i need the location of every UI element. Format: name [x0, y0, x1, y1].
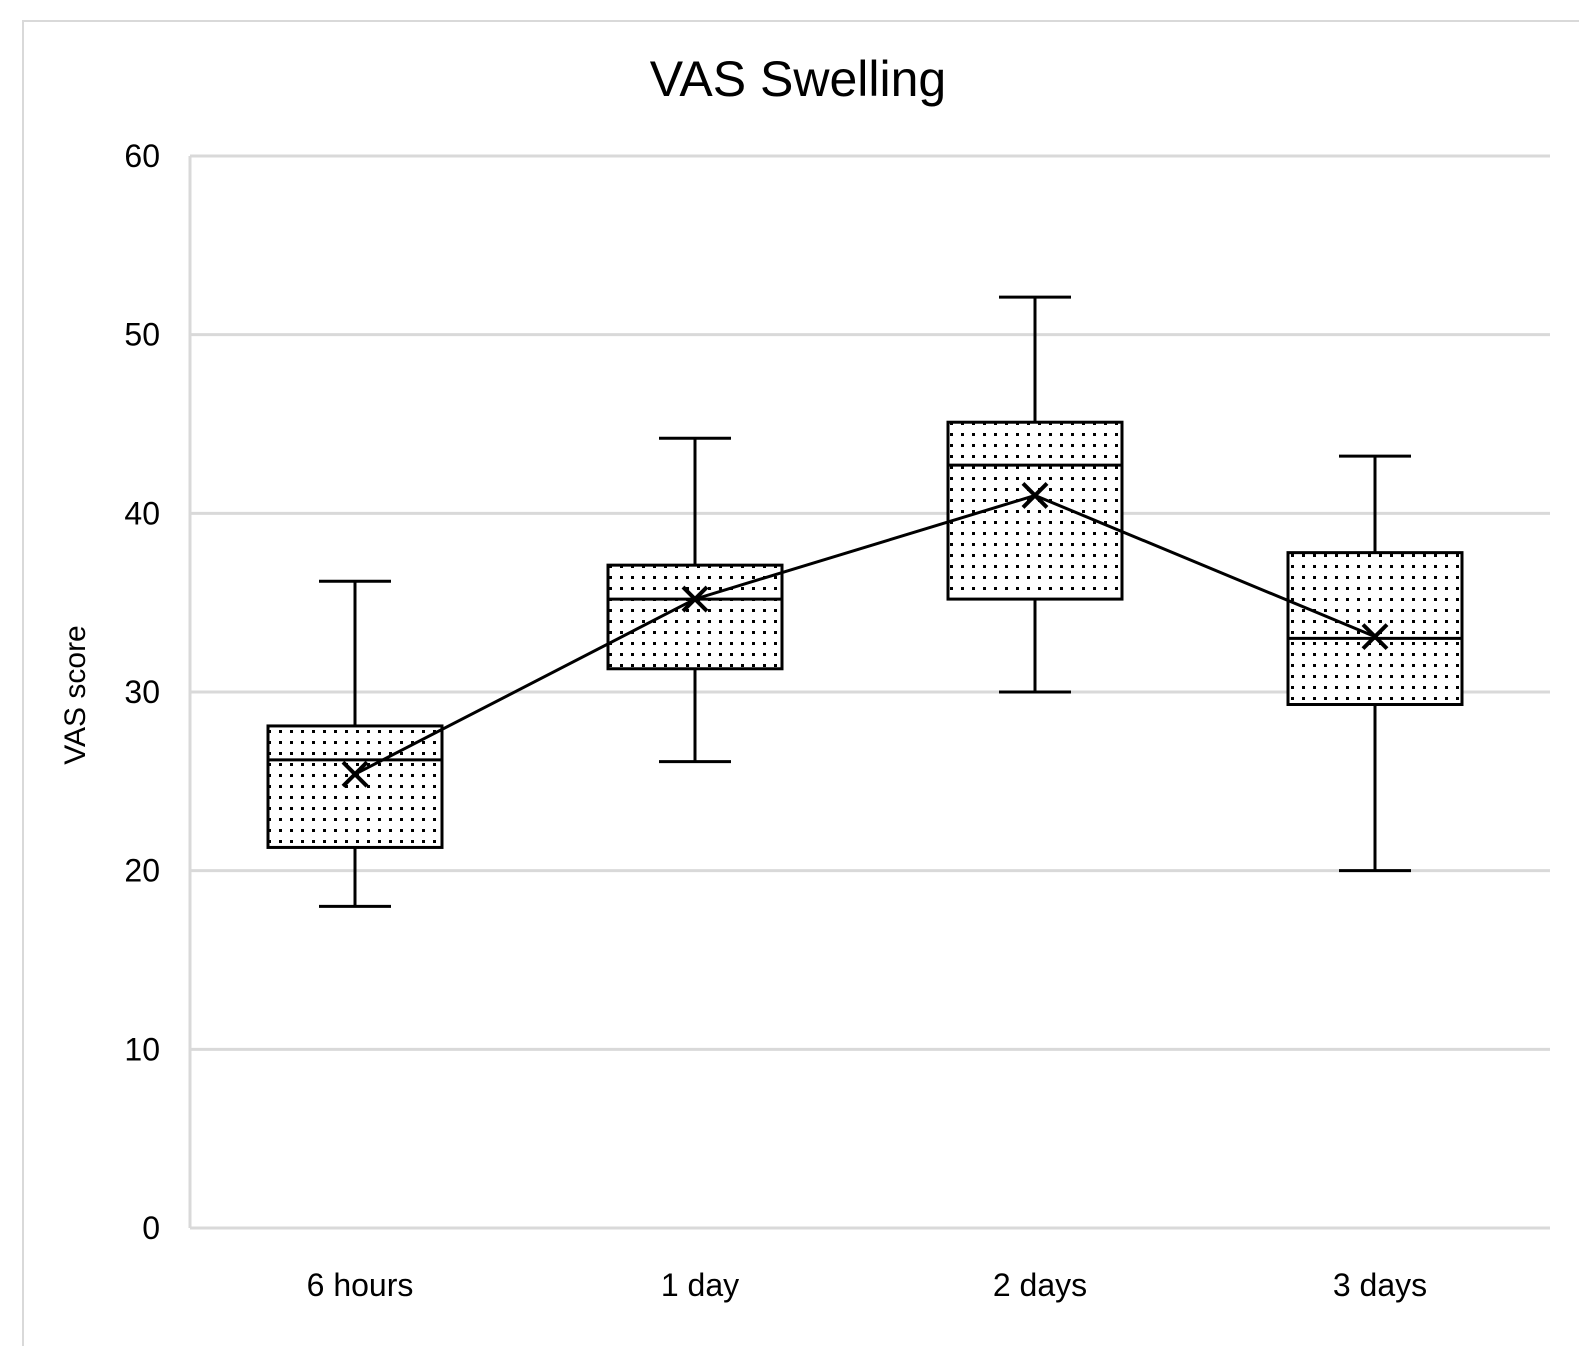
y-tick-label: 50 — [124, 317, 160, 353]
y-tick-label: 0 — [142, 1210, 160, 1246]
y-tick-label: 20 — [124, 853, 160, 889]
mean-marker — [681, 585, 709, 613]
mean-marker — [1021, 482, 1049, 509]
x-tick-label: 2 days — [993, 1267, 1087, 1303]
iqr-box — [1286, 551, 1464, 707]
mean-marker-stroke — [681, 585, 709, 613]
y-axis-ticks: 0 10 20 30 40 50 60 — [124, 138, 160, 1246]
iqr-box — [266, 724, 444, 849]
y-tick-label: 60 — [124, 138, 160, 174]
y-axis-title: VAS score — [59, 625, 92, 765]
x-axis-ticks: 6 hours 1 day 2 days 3 days — [307, 1267, 1428, 1303]
box-4 — [1286, 454, 1464, 873]
mean-marker-stroke — [1361, 623, 1389, 651]
x-tick-label: 3 days — [1333, 1267, 1427, 1303]
y-tick-label: 30 — [124, 674, 160, 710]
mean-marker — [341, 760, 369, 788]
x-tick-label: 1 day — [661, 1267, 739, 1303]
mean-marker — [1361, 623, 1389, 651]
box-3 — [946, 295, 1124, 694]
mean-line — [341, 482, 1389, 788]
x-tick-label: 6 hours — [307, 1267, 414, 1303]
box-1 — [266, 579, 444, 908]
iqr-box — [946, 420, 1124, 601]
mean-marker-stroke — [1021, 482, 1049, 509]
chart-frame — [22, 20, 1579, 1346]
y-tick-label: 10 — [124, 1031, 160, 1067]
mean-trend-line — [354, 493, 1376, 776]
y-tick-label: 40 — [124, 495, 160, 531]
box-plots — [266, 295, 1464, 908]
chart-title: VAS Swelling — [650, 51, 946, 107]
mean-marker-stroke — [341, 760, 369, 788]
